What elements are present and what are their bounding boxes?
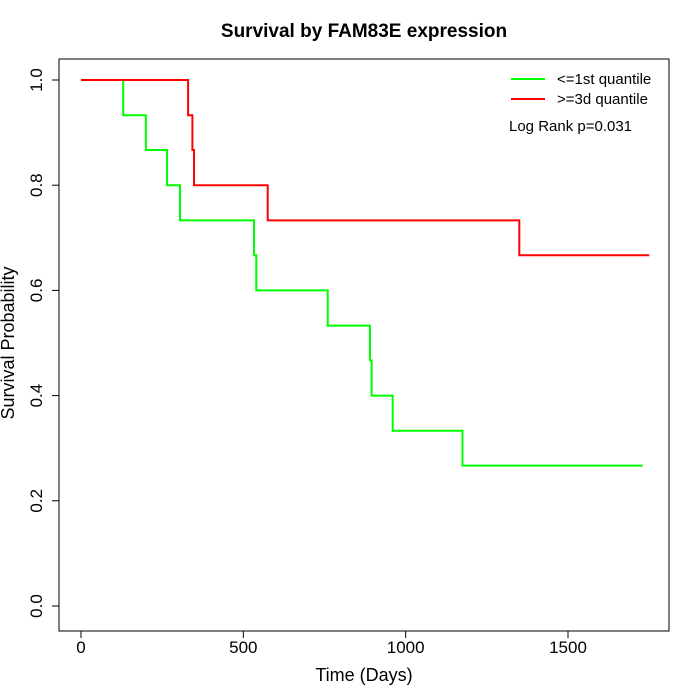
y-axis: 0.0 0.2 0.4 0.6 0.8 1.0 bbox=[27, 68, 60, 618]
x-tick-label: 500 bbox=[229, 638, 257, 657]
y-tick-label: 1.0 bbox=[27, 68, 46, 92]
log-rank-annotation: Log Rank p=0.031 bbox=[509, 118, 632, 135]
x-axis-label: Time (Days) bbox=[315, 665, 412, 685]
y-tick-label: 0.6 bbox=[27, 279, 46, 303]
legend-label-high: >=3d quantile bbox=[557, 91, 648, 108]
series-layer bbox=[81, 79, 650, 467]
chart-title: Survival by FAM83E expression bbox=[221, 21, 507, 42]
y-tick-label: 0.8 bbox=[27, 173, 46, 197]
x-tick-label: 1000 bbox=[387, 638, 425, 657]
series-line-low bbox=[81, 79, 643, 467]
legend: <=1st quantile >=3d quantile Log Rank p=… bbox=[509, 71, 651, 135]
y-tick-label: 0.0 bbox=[27, 594, 46, 618]
x-tick-label: 1500 bbox=[549, 638, 587, 657]
y-axis-label: Survival Probability bbox=[0, 266, 18, 419]
plot-frame bbox=[58, 58, 670, 632]
y-tick-label: 0.4 bbox=[27, 384, 46, 408]
legend-label-low: <=1st quantile bbox=[557, 71, 651, 88]
y-tick-label: 0.2 bbox=[27, 489, 46, 513]
x-tick-label: 0 bbox=[76, 638, 85, 657]
x-axis: 0 500 1000 1500 bbox=[76, 630, 587, 657]
series-line-high bbox=[81, 79, 650, 257]
